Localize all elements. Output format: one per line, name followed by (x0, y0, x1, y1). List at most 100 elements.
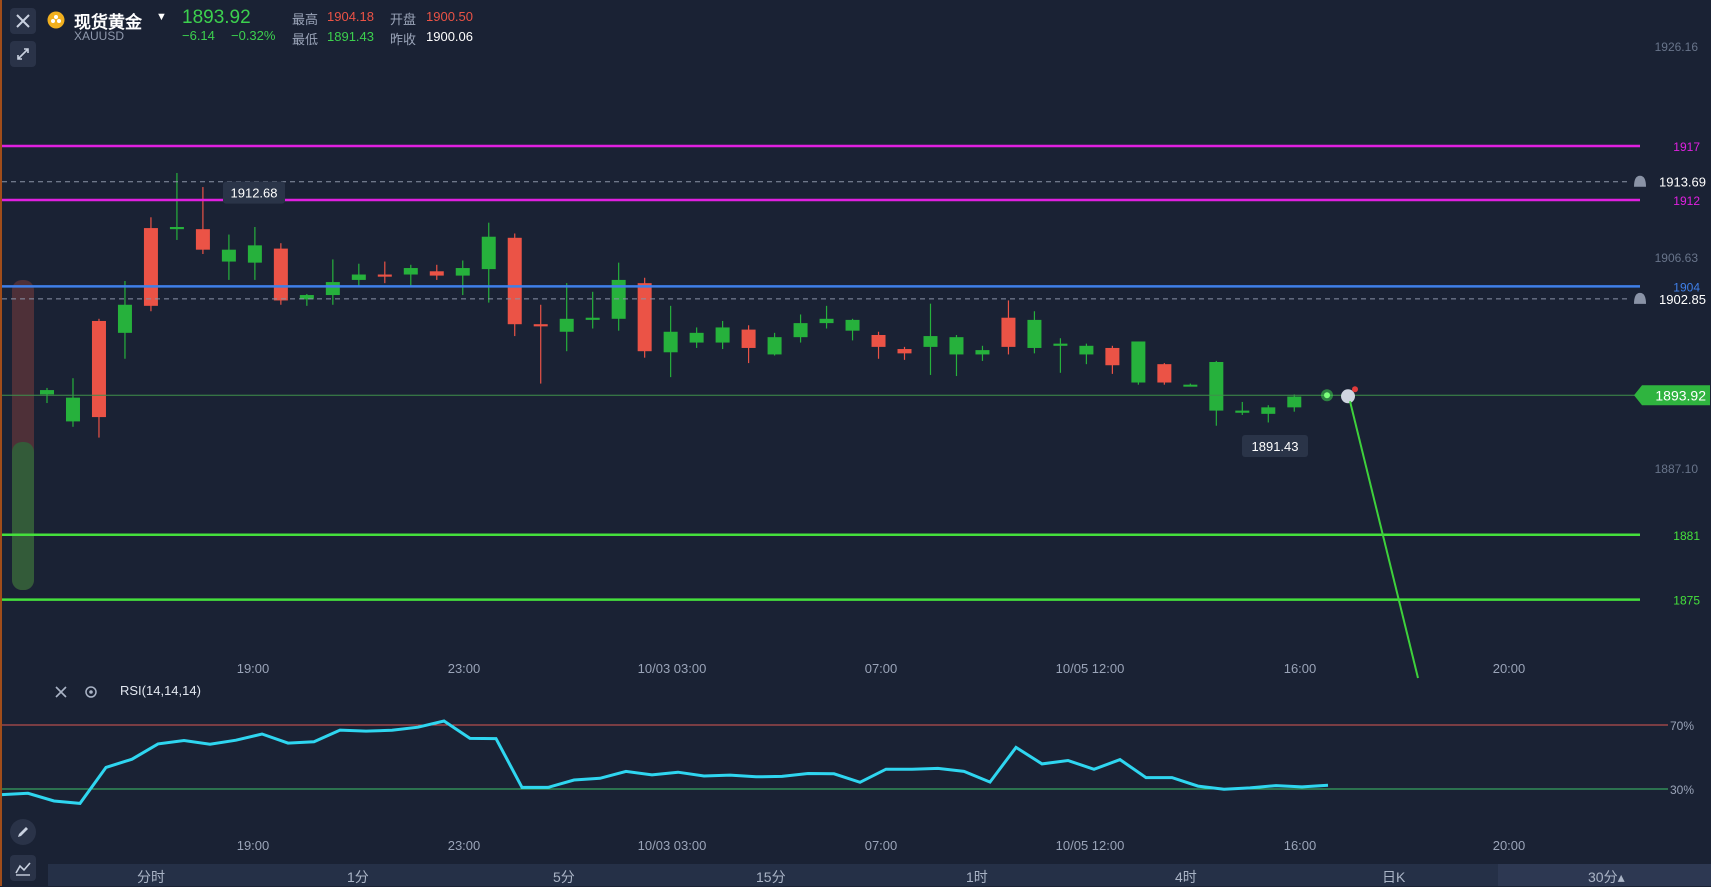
current-price-tag (1634, 385, 1710, 406)
candle-body[interactable] (1209, 362, 1224, 411)
timeframe-tab-15m[interactable]: 15分 (756, 869, 786, 885)
candle-body[interactable] (559, 318, 574, 332)
level-label: 1904 (1673, 280, 1700, 294)
candle-body[interactable] (1027, 319, 1042, 348)
symbol-name[interactable]: 现货黄金 (74, 13, 142, 32)
collapse-button[interactable] (10, 41, 36, 67)
candle-body[interactable] (403, 268, 418, 275)
candle-body[interactable] (65, 397, 80, 422)
high-value: 1904.18 (327, 9, 374, 24)
x-tick-label: 19:00 (237, 661, 270, 676)
candle-body[interactable] (819, 318, 834, 324)
candle-body[interactable] (715, 327, 730, 343)
candle-body[interactable] (1183, 384, 1198, 387)
candle-body[interactable] (91, 320, 106, 418)
timeframe-tab-1h[interactable]: 1时 (966, 869, 988, 885)
rsi-x-tick-label: 10/05 12:00 (1056, 838, 1125, 853)
candle-body[interactable] (533, 324, 548, 327)
candle-body[interactable] (1261, 407, 1276, 414)
current-price-label: 1893.92 (1655, 387, 1706, 403)
candle-body[interactable] (1235, 410, 1250, 413)
candle-body[interactable] (689, 332, 704, 343)
candle-body[interactable] (767, 337, 782, 355)
candle-body[interactable] (793, 323, 808, 338)
x-tick-label: 23:00 (448, 661, 481, 676)
level-label-bg (1640, 138, 1710, 154)
low-annotation-box (1242, 435, 1308, 457)
candle-body[interactable] (40, 390, 54, 395)
candle-body[interactable] (481, 236, 496, 270)
timeframe-tab-1m[interactable]: 1分 (347, 869, 369, 885)
chevron-down-icon[interactable]: ▼ (156, 11, 167, 23)
candle-body[interactable] (429, 271, 444, 276)
y-tick-label: 1906.63 (1655, 251, 1699, 265)
candle-body[interactable] (299, 295, 314, 300)
candle-body[interactable] (1157, 364, 1172, 383)
candle-body[interactable] (585, 317, 600, 320)
x-tick-label: 20:00 (1493, 661, 1526, 676)
candle-body[interactable] (741, 329, 756, 348)
candle-body[interactable] (325, 282, 340, 296)
candle-body[interactable] (637, 283, 652, 352)
candle-body[interactable] (247, 245, 262, 263)
indicator-tool-button[interactable] (10, 855, 36, 881)
candle-body[interactable] (195, 229, 210, 250)
candle-body[interactable] (1001, 317, 1016, 347)
level-label-bg (1640, 192, 1710, 208)
candle-body[interactable] (169, 227, 184, 230)
candle-body[interactable] (221, 249, 236, 262)
y-tick-label: 1926.16 (1655, 40, 1699, 54)
timeframe-30m-label: 30分▴ (1588, 869, 1625, 885)
rsi-line[interactable] (1, 719, 1329, 805)
timeframe-tab-day[interactable]: 日K (1382, 869, 1406, 885)
timeframe-tab-5m[interactable]: 5分 (553, 869, 575, 885)
candle-body[interactable] (611, 279, 626, 319)
candle-body[interactable] (1131, 341, 1146, 383)
candle-body[interactable] (507, 237, 522, 325)
trend-line[interactable] (1349, 401, 1419, 679)
candle-body[interactable] (117, 304, 132, 333)
candle-body[interactable] (377, 274, 392, 277)
prev-close-value: 1900.06 (426, 29, 473, 44)
candle-body[interactable] (273, 248, 288, 301)
candle-body[interactable] (871, 335, 886, 347)
price-change-pct: −0.32% (231, 28, 276, 43)
close-chart-button[interactable] (10, 8, 36, 34)
timeframe-tab-tick[interactable]: 分时 (137, 869, 165, 885)
high-label: 最高 (292, 12, 319, 27)
remove-indicator-icon[interactable] (53, 684, 69, 703)
candle-body[interactable] (897, 349, 912, 354)
bell-icon[interactable] (1634, 175, 1646, 187)
timeframe-tab-4h[interactable]: 4时 (1175, 869, 1197, 885)
live-dot (1324, 392, 1330, 399)
low-value: 1891.43 (327, 29, 374, 44)
timeframe-tab-30m[interactable]: 30分▴ (1498, 864, 1711, 886)
alert-marker-icon[interactable] (1341, 389, 1355, 404)
candle-body[interactable] (351, 274, 366, 280)
candle-body[interactable] (845, 319, 860, 331)
rsi-indicator-label: RSI(14,14,14) (120, 683, 201, 698)
candle-body[interactable] (923, 336, 938, 347)
candle-body[interactable] (455, 268, 470, 276)
pencil-tool-button[interactable] (10, 819, 36, 845)
candle-body[interactable] (975, 350, 990, 355)
close-icon (16, 14, 30, 28)
level-label: 1875 (1673, 594, 1700, 608)
settings-gear-icon[interactable] (83, 684, 99, 703)
timeframe-bar: 分时 1分 5分 15分 1时 4时 日K (48, 864, 1498, 886)
candle-body[interactable] (949, 337, 964, 355)
candle-body[interactable] (143, 228, 158, 306)
indicator-line-icon (15, 862, 31, 876)
rsi-y-tick: 70% (1670, 719, 1694, 733)
candle-body[interactable] (1287, 396, 1302, 408)
rsi-x-tick-label: 07:00 (865, 838, 898, 853)
gold-coin-icon (47, 11, 65, 32)
candle-body[interactable] (1053, 343, 1068, 346)
sentiment-gauge-lower (12, 442, 34, 590)
candle-body[interactable] (1079, 345, 1094, 355)
pencil-icon (18, 827, 28, 837)
bell-icon[interactable] (1634, 292, 1646, 304)
candle-body[interactable] (663, 331, 678, 353)
candle-body[interactable] (1105, 347, 1120, 366)
